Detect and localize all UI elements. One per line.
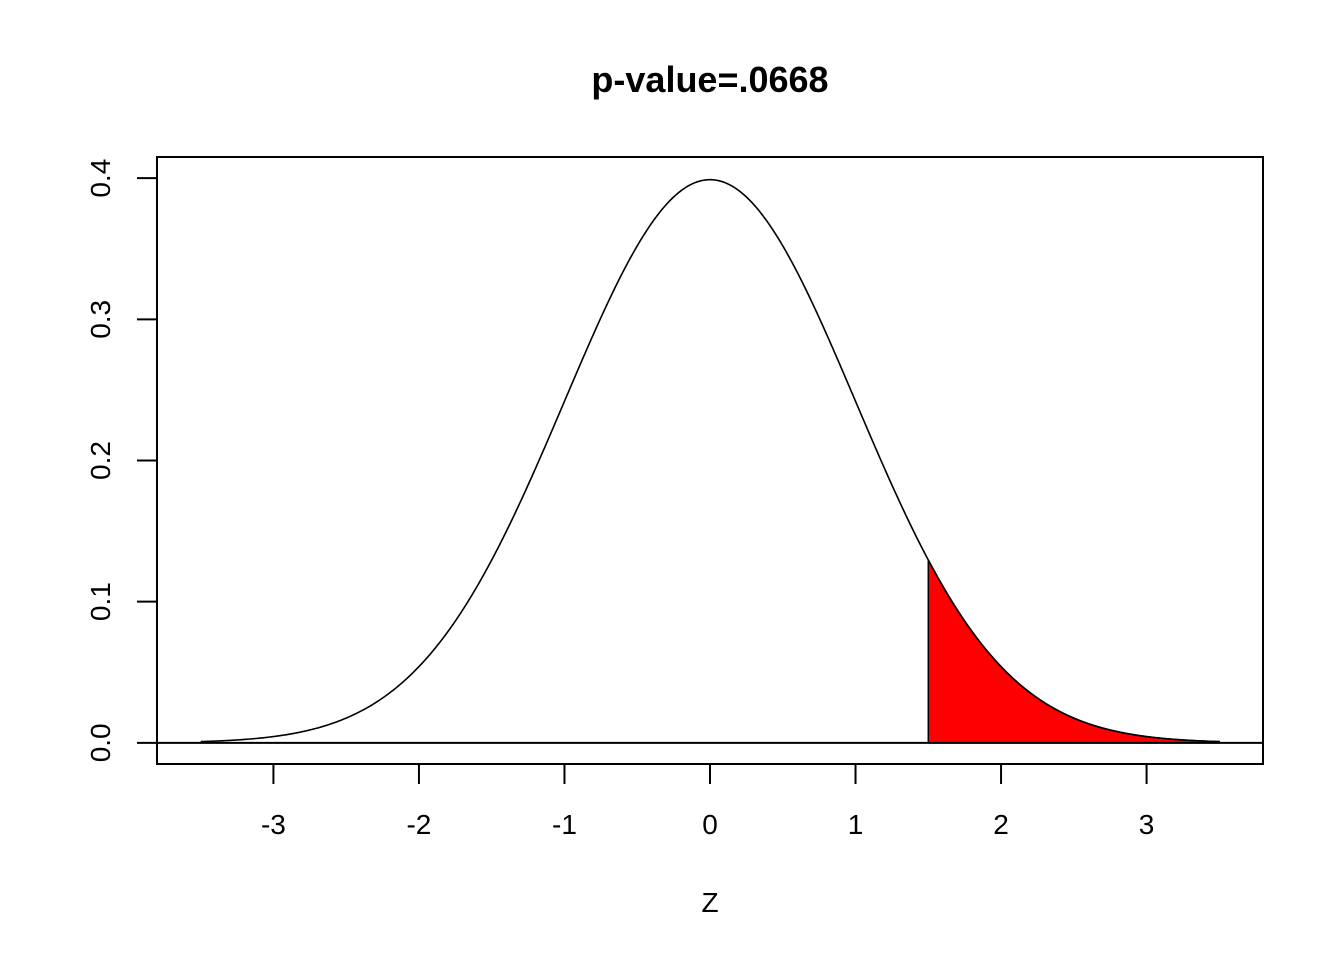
chart-title: p-value=.0668: [591, 59, 828, 100]
x-axis: -3 -2 -1 0 1 2 3: [261, 764, 1154, 840]
x-tick-label: 3: [1139, 809, 1155, 840]
density-curve: [200, 178, 1220, 743]
x-tick-label: -1: [552, 809, 577, 840]
y-tick-label: 0.1: [85, 582, 116, 621]
y-tick-label: 0.4: [85, 159, 116, 198]
x-axis-label: Z: [701, 887, 718, 918]
plot-frame: [156, 156, 1264, 765]
x-tick-label: -2: [406, 809, 431, 840]
x-tick-label: 0: [702, 809, 718, 840]
y-tick-label: 0.0: [85, 723, 116, 762]
shaded-tail-region: [927, 559, 1221, 744]
x-tick-label: -3: [261, 809, 286, 840]
y-axis: 0.0 0.1 0.2 0.3 0.4: [85, 159, 157, 762]
y-tick-label: 0.3: [85, 300, 116, 339]
x-tick-label: 1: [848, 809, 864, 840]
y-tick-label: 0.2: [85, 441, 116, 480]
x-tick-label: 2: [993, 809, 1009, 840]
